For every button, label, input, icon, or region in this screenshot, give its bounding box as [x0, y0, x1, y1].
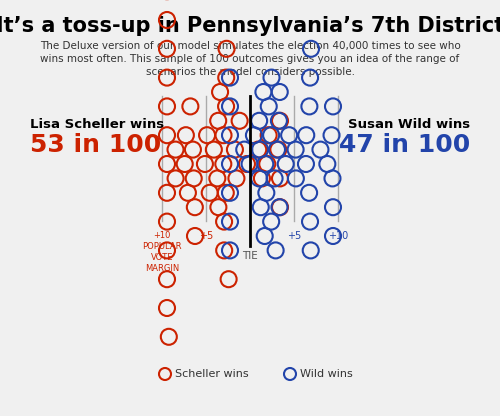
- Text: +10: +10: [328, 231, 348, 241]
- Text: Scheller wins: Scheller wins: [175, 369, 248, 379]
- Text: +5: +5: [199, 231, 213, 241]
- Text: Wild wins: Wild wins: [300, 369, 353, 379]
- Text: +5: +5: [287, 231, 301, 241]
- Text: 53 in 100: 53 in 100: [30, 133, 161, 157]
- Text: Lisa Scheller wins: Lisa Scheller wins: [30, 118, 164, 131]
- Text: The Deluxe version of our model simulates the election 40,000 times to see who
w: The Deluxe version of our model simulate…: [40, 41, 461, 77]
- Text: 47 in 100: 47 in 100: [339, 133, 470, 157]
- Text: Susan Wild wins: Susan Wild wins: [348, 118, 470, 131]
- Text: +10
POPULAR
VOTE
MARGIN: +10 POPULAR VOTE MARGIN: [142, 231, 182, 273]
- Text: TIE: TIE: [242, 251, 258, 261]
- Text: It’s a toss-up in Pennsylvania’s 7th District: It’s a toss-up in Pennsylvania’s 7th Dis…: [0, 16, 500, 36]
